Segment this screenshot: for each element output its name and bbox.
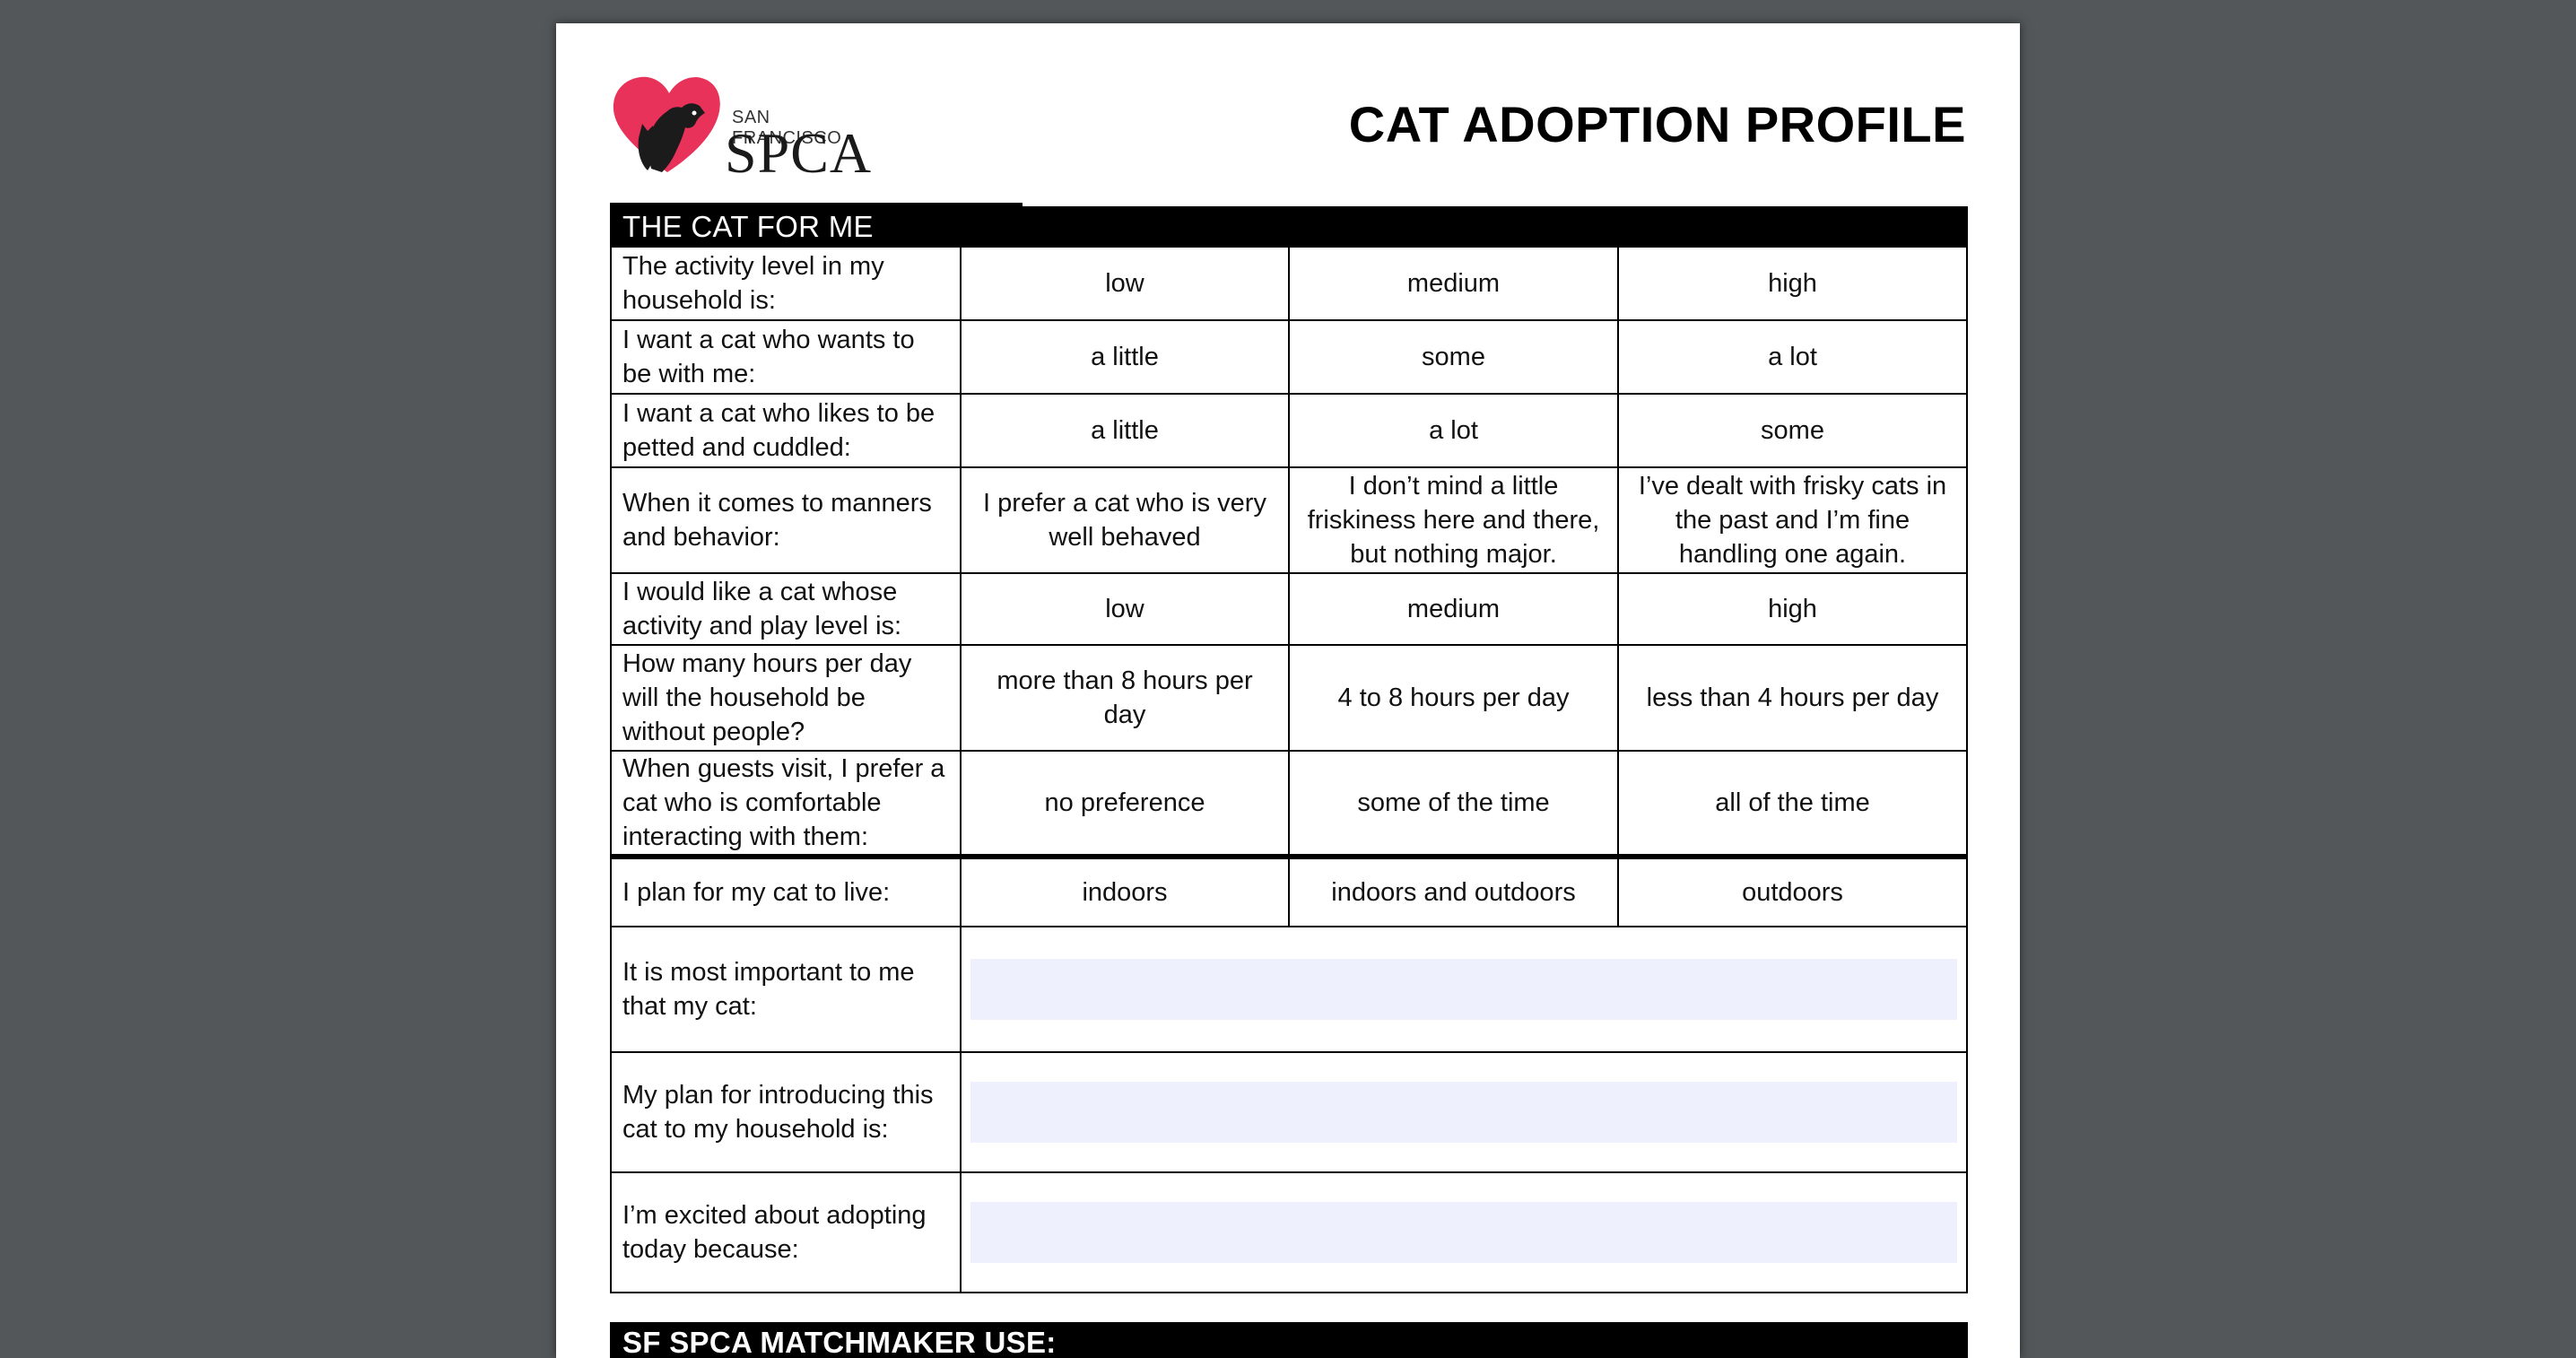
option-cell[interactable]: I’ve dealt with frisky cats in the past … xyxy=(1616,466,1969,574)
option-cell[interactable]: low xyxy=(960,246,1290,321)
text-field-cell xyxy=(959,926,1969,1053)
option-cell[interactable]: some of the time xyxy=(1288,750,1619,857)
option-cell[interactable]: outdoors xyxy=(1616,854,1969,927)
important-to-me-field[interactable] xyxy=(970,959,1958,1020)
text-field-row: It is most important to me that my cat: xyxy=(610,926,1969,1053)
option-cell[interactable]: a lot xyxy=(1288,393,1619,468)
question-label: I want a cat who wants to be with me: xyxy=(610,319,962,395)
page-title: CAT ADOPTION PROFILE xyxy=(1348,96,1966,152)
question-label: When it comes to manners and behavior: xyxy=(610,466,962,574)
text-field-label: It is most important to me that my cat: xyxy=(610,926,962,1053)
introduction-plan-field[interactable] xyxy=(970,1082,1958,1143)
question-row: I plan for my cat to live: indoors indoo… xyxy=(610,854,1969,927)
option-cell[interactable]: high xyxy=(1616,572,1969,646)
question-label: I would like a cat whose activity and pl… xyxy=(610,572,962,646)
option-cell[interactable]: high xyxy=(1616,246,1969,321)
sf-spca-logo: SAN FRANCISCO SPCA xyxy=(612,75,881,201)
option-cell[interactable]: all of the time xyxy=(1616,750,1969,857)
text-field-row: My plan for introducing this cat to my h… xyxy=(610,1051,1969,1173)
option-cell[interactable]: medium xyxy=(1288,246,1619,321)
question-row: How many hours per day will the househol… xyxy=(610,644,1969,752)
question-label: The activity level in my household is: xyxy=(610,246,962,321)
text-field-label: I’m excited about adopting today because… xyxy=(610,1171,962,1293)
section-header-row: THE CAT FOR ME xyxy=(609,206,1969,248)
option-cell[interactable]: less than 4 hours per day xyxy=(1616,644,1969,752)
question-row: When it comes to manners and behavior: I… xyxy=(610,466,1969,574)
question-row: I want a cat who wants to be with me: a … xyxy=(610,319,1969,395)
option-cell[interactable]: some xyxy=(1616,393,1969,468)
option-cell[interactable]: indoors and outdoors xyxy=(1288,854,1619,927)
logo-subtitle: SAN FRANCISCO xyxy=(732,108,842,148)
text-field-cell xyxy=(959,1051,1969,1173)
question-row: I would like a cat whose activity and pl… xyxy=(610,572,1969,646)
option-cell[interactable]: 4 to 8 hours per day xyxy=(1288,644,1619,752)
option-cell[interactable]: no preference xyxy=(960,750,1290,857)
question-row: I want a cat who likes to be petted and … xyxy=(610,393,1969,468)
option-cell[interactable]: I don’t mind a little friskiness here an… xyxy=(1288,466,1619,574)
question-label: How many hours per day will the househol… xyxy=(610,644,962,752)
text-field-label: My plan for introducing this cat to my h… xyxy=(610,1051,962,1173)
matchmaker-header-row: SF SPCA MATCHMAKER USE: xyxy=(610,1322,1968,1358)
option-cell[interactable]: more than 8 hours per day xyxy=(960,644,1290,752)
option-cell[interactable]: indoors xyxy=(960,854,1290,927)
question-row: When guests visit, I prefer a cat who is… xyxy=(610,750,1969,857)
text-field-row: I’m excited about adopting today because… xyxy=(610,1171,1969,1293)
question-label: I plan for my cat to live: xyxy=(610,854,962,927)
cat-profile-table: THE CAT FOR ME The activity level in my … xyxy=(609,206,1969,1293)
option-cell[interactable]: a lot xyxy=(1616,319,1969,395)
option-cell[interactable]: low xyxy=(960,572,1290,646)
question-label: When guests visit, I prefer a cat who is… xyxy=(610,750,962,857)
section-title: THE CAT FOR ME xyxy=(609,206,1969,248)
matchmaker-table: SF SPCA MATCHMAKER USE: Cat name/ #: Sho… xyxy=(610,1322,1968,1358)
document-page: SAN FRANCISCO SPCA CAT ADOPTION PROFILE … xyxy=(556,23,2020,1358)
option-cell[interactable]: a little xyxy=(960,393,1290,468)
excited-because-field[interactable] xyxy=(970,1202,1958,1263)
logo-name: SPCA xyxy=(725,121,873,185)
option-cell[interactable]: I prefer a cat who is very well behaved xyxy=(960,466,1290,574)
matchmaker-section-title: SF SPCA MATCHMAKER USE: xyxy=(610,1322,1968,1358)
option-cell[interactable]: medium xyxy=(1288,572,1619,646)
question-label: I want a cat who likes to be petted and … xyxy=(610,393,962,468)
option-cell[interactable]: some xyxy=(1288,319,1619,395)
option-cell[interactable]: a little xyxy=(960,319,1290,395)
heart-dog-cat-icon xyxy=(613,76,720,172)
title-underline xyxy=(610,203,1023,206)
text-field-cell xyxy=(959,1171,1969,1293)
question-row: The activity level in my household is: l… xyxy=(610,246,1969,321)
